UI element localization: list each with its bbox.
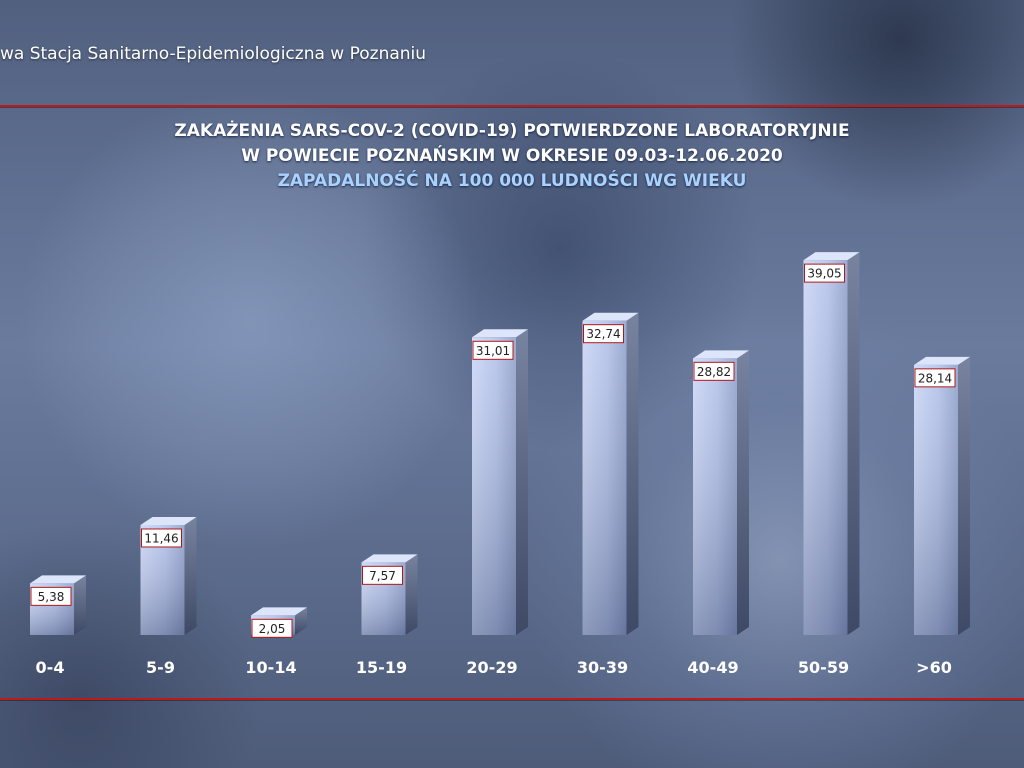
category-label: >60 bbox=[916, 658, 952, 677]
bar-top-50-59 bbox=[803, 252, 860, 261]
bottom-red-rule bbox=[0, 698, 1024, 700]
bar-side-5-9 bbox=[184, 516, 197, 635]
bar-shade-20-29 bbox=[472, 337, 516, 635]
chart-subtitle: ZAPADALNOŚĆ NA 100 000 LUDNOŚCI WG WIEKU bbox=[277, 171, 747, 191]
organization-name: wa Stacja Sanitarno-Epidemiologiczna w P… bbox=[0, 44, 427, 64]
bar-top-5-9 bbox=[140, 516, 197, 525]
value-label-box bbox=[583, 324, 624, 344]
value-label-box bbox=[804, 263, 845, 283]
category-label: 30-39 bbox=[577, 658, 628, 677]
bar-side-50-59 bbox=[847, 252, 860, 635]
bar-top->60 bbox=[914, 356, 970, 365]
category-label: 20-29 bbox=[466, 658, 517, 677]
category-label: 5-9 bbox=[146, 658, 175, 677]
value-label-box bbox=[472, 340, 514, 360]
value-label-box bbox=[251, 618, 293, 638]
value-label-box bbox=[141, 528, 182, 548]
bar-shade-30-39 bbox=[582, 320, 627, 635]
category-label: 15-19 bbox=[356, 658, 407, 677]
value-label: 7,57 bbox=[369, 569, 396, 583]
value-label-box bbox=[914, 368, 956, 388]
chart-title-line-2: W POWIECIE POZNAŃSKIM W OKRESIE 09.03-12… bbox=[241, 146, 783, 166]
category-label: 10-14 bbox=[245, 658, 296, 677]
chart-title-block: ZAKAŻENIA SARS-COV-2 (COVID-19) POTWIERD… bbox=[0, 119, 1024, 194]
bar-top-20-29 bbox=[472, 329, 528, 338]
bar-top-0-4 bbox=[30, 575, 86, 584]
value-label: 2,05 bbox=[259, 622, 286, 636]
top-red-rule bbox=[0, 105, 1024, 107]
value-label: 28,14 bbox=[918, 371, 952, 385]
value-label-box bbox=[30, 586, 72, 606]
category-label: 0-4 bbox=[36, 658, 65, 677]
category-label: 50-59 bbox=[798, 658, 849, 677]
chart-title-line-1: ZAKAŻENIA SARS-COV-2 (COVID-19) POTWIERD… bbox=[174, 121, 850, 141]
bar-side-10-14 bbox=[295, 607, 307, 635]
value-label-box bbox=[362, 565, 403, 585]
value-label: 32,74 bbox=[586, 327, 620, 341]
value-label-box bbox=[693, 361, 735, 381]
bar-shade->60 bbox=[914, 364, 958, 635]
bar-top-40-49 bbox=[693, 350, 749, 359]
bar-shade-50-59 bbox=[803, 260, 848, 635]
value-label: 5,38 bbox=[38, 590, 65, 604]
value-label: 28,82 bbox=[697, 365, 731, 379]
value-label: 11,46 bbox=[144, 531, 178, 545]
category-label: 40-49 bbox=[687, 658, 738, 677]
bar-top-15-19 bbox=[361, 554, 418, 563]
bar-side-20-29 bbox=[516, 329, 528, 635]
bar-top-30-39 bbox=[582, 312, 639, 321]
bars-group: 5,38 0-4 11,46 5-9 2,05 10-14 7,57 15-19 31,01 20… bbox=[30, 252, 970, 677]
value-label: 31,01 bbox=[476, 344, 510, 358]
bar-side-15-19 bbox=[405, 554, 418, 635]
bar-side-40-49 bbox=[737, 350, 749, 635]
bar-side-30-39 bbox=[626, 312, 639, 635]
bar-side-0-4 bbox=[74, 575, 86, 635]
bar-shade-40-49 bbox=[693, 358, 737, 635]
bar-side->60 bbox=[958, 356, 970, 635]
bar-top-10-14 bbox=[251, 607, 307, 616]
value-label: 39,05 bbox=[807, 267, 841, 281]
